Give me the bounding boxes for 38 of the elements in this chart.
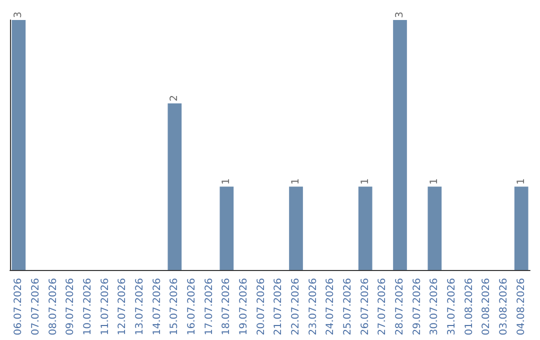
x-tick-label: 14.07.2026 [152, 278, 163, 336]
x-tick-label: 22.07.2026 [290, 278, 302, 336]
x-tick-label: 18.07.2026 [221, 278, 232, 336]
x-tick-label: 07.07.2026 [30, 278, 42, 336]
data-label: 3 [394, 12, 406, 18]
x-tick-label: 11.07.2026 [100, 278, 111, 336]
data-label: 1 [516, 178, 527, 185]
x-tick-label: 09.07.2026 [65, 278, 76, 336]
x-tick-label: 10.07.2026 [82, 278, 94, 336]
x-tick-label: 24.07.2026 [325, 278, 336, 336]
x-tick-label: 12.07.2026 [117, 278, 128, 336]
data-label: 1 [290, 178, 302, 185]
data-label: 3 [13, 12, 24, 18]
x-tick-label: 01.08.2026 [464, 278, 475, 336]
x-tick-label: 29.07.2026 [412, 278, 423, 336]
x-tick-label: 26.07.2026 [360, 278, 371, 336]
x-tick-label: 17.07.2026 [204, 278, 215, 336]
x-tick-label: 13.07.2026 [134, 278, 146, 336]
x-tick-label: 20.07.2026 [256, 278, 267, 336]
x-tick-label: 25.07.2026 [342, 278, 354, 336]
x-tick-label: 31.07.2026 [446, 278, 458, 336]
x-tick-label: 15.07.2026 [169, 278, 180, 336]
x-tick-label: 21.07.2026 [273, 278, 284, 336]
x-tick-label: 27.07.2026 [377, 278, 388, 336]
x-tick-label: 28.07.2026 [394, 278, 406, 336]
x-tick-label: 08.07.2026 [48, 278, 59, 336]
x-tick-label: 04.08.2026 [516, 278, 527, 336]
data-label: 1 [429, 178, 440, 185]
x-tick-label: 23.07.2026 [308, 278, 319, 336]
data-label: 1 [360, 178, 371, 185]
data-label: 2 [169, 94, 180, 102]
x-tick-label: 06.07.2026 [13, 278, 24, 336]
x-tick-label: 30.07.2026 [429, 278, 440, 336]
x-tick-label: 03.08.2026 [498, 278, 510, 336]
data-label: 1 [221, 178, 232, 185]
x-tick-label: 19.07.2026 [238, 278, 250, 336]
x-tick-label: 16.07.2026 [186, 278, 198, 336]
x-tick-label: 02.08.2026 [481, 278, 492, 336]
